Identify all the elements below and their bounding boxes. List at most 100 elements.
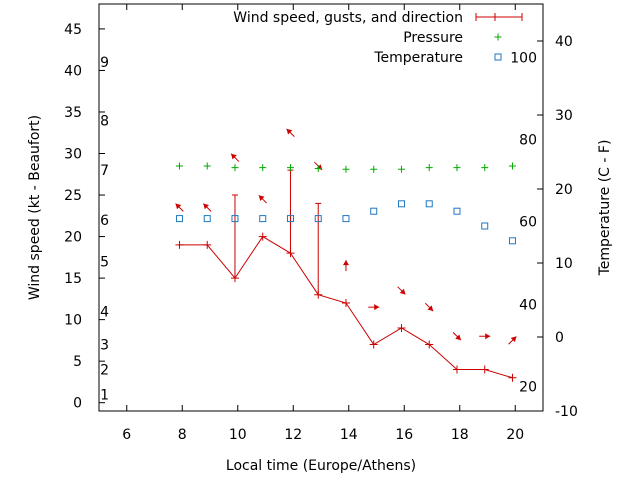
temperature-point	[425, 200, 433, 208]
wind-arrow-head	[399, 288, 406, 295]
wind-direction-arrow	[230, 153, 240, 162]
y-left-tick-label: 45	[64, 22, 82, 38]
wind-direction-arrow	[286, 128, 295, 137]
pressure-point	[314, 164, 322, 172]
legend: Wind speed, gusts, and direction Pressur…	[233, 10, 523, 66]
fahrenheit-label: 60	[519, 215, 537, 231]
beaufort-label: 8	[100, 113, 109, 129]
legend-key-temperature	[494, 53, 502, 61]
legend-key-pressure	[494, 33, 502, 41]
wind-speed-point	[203, 240, 212, 249]
wind-arrow-head	[485, 333, 491, 340]
wind-speed-point	[369, 340, 378, 349]
beaufort-label: 4	[100, 304, 109, 320]
wind-direction-arrow	[342, 260, 349, 272]
beaufort-label: 5	[100, 254, 109, 270]
wind-arrow-head	[427, 305, 434, 312]
beaufort-label: 6	[100, 213, 109, 229]
temperature-point	[397, 200, 405, 208]
y-left-tick-label: 5	[73, 354, 82, 370]
legend-label-wind: Wind speed, gusts, and direction	[233, 10, 463, 26]
x-tick-label: 10	[229, 427, 247, 443]
wind-speed-point	[175, 240, 184, 249]
legend-keys	[475, 13, 523, 61]
temperature-point	[175, 215, 183, 223]
temperature-point	[508, 237, 516, 245]
temperature-point	[259, 215, 267, 223]
y-left-tick-label: 20	[64, 230, 82, 246]
pressure-point	[453, 164, 461, 172]
fahrenheit-label: 40	[519, 297, 537, 313]
temperature-point	[314, 215, 322, 223]
temperature-point	[370, 207, 378, 215]
y-right-tick-label: 20	[555, 182, 573, 198]
pressure-point	[259, 164, 267, 172]
y-left-tick-label: 35	[64, 105, 82, 121]
beaufort-label: 7	[100, 163, 109, 179]
x-tick-label: 12	[284, 427, 302, 443]
y-axis-label-right: Temperature (C - F)	[597, 140, 613, 277]
x-axis-label: Local time (Europe/Athens)	[226, 458, 416, 474]
fahrenheit-label: 100	[510, 50, 537, 66]
wind-gust-bar	[315, 202, 322, 295]
wind-arrow-head	[175, 203, 182, 210]
y-right-tick-label: 40	[555, 34, 573, 50]
y-right-tick-label: 30	[555, 108, 573, 124]
y-axis-label-left: Wind speed (kt - Beaufort)	[27, 115, 43, 300]
pressure-point	[231, 164, 239, 172]
legend-label-temperature: Temperature	[373, 50, 463, 66]
wind-direction-arrow	[175, 203, 184, 212]
series-marks	[175, 128, 517, 382]
y-right-tick-label: 0	[555, 330, 564, 346]
wind-speed-point	[258, 232, 267, 241]
temperature-point	[481, 222, 489, 230]
pressure-point	[175, 162, 183, 170]
temperature-point	[203, 215, 211, 223]
temperature-point	[286, 215, 294, 223]
wind-direction-arrow	[202, 203, 212, 212]
y-left-tick-label: 25	[64, 188, 82, 204]
fahrenheit-label: 20	[519, 380, 537, 396]
temperature-point	[342, 215, 350, 223]
wind-arrow-head	[455, 334, 461, 341]
wind-gust-bar	[231, 194, 238, 279]
y-right-tick-label: 10	[555, 256, 573, 272]
y-left-tick-label: 15	[64, 271, 82, 287]
x-tick-label: 16	[395, 427, 413, 443]
wind-speed-point	[341, 299, 350, 308]
x-tick-label: 6	[122, 427, 131, 443]
x-tick-label: 20	[506, 427, 524, 443]
wind-speed-point	[508, 373, 517, 382]
wind-arrow-head	[258, 195, 265, 201]
beaufort-label: 3	[100, 338, 109, 354]
y-left-tick-label: 0	[73, 396, 82, 412]
wind-direction-arrow	[368, 304, 380, 311]
wind-direction-arrow	[258, 194, 267, 204]
y-left-tick-label: 30	[64, 147, 82, 163]
x-tick-label: 18	[451, 427, 469, 443]
pressure-point	[203, 162, 211, 170]
wind-arrow-head	[203, 203, 209, 210]
y-right-tick-label: -10	[555, 404, 578, 420]
wind-arrow-head	[374, 304, 380, 311]
beaufort-label: 2	[100, 362, 109, 378]
y-left-tick-label: 40	[64, 63, 82, 79]
wind-arrow-head	[510, 336, 517, 343]
wind-speed-point	[480, 365, 489, 374]
axis-ticks: 6 8 10 12 14 16 18 20051015202530354045-1001020…	[64, 4, 578, 443]
wind-arrow-head	[342, 260, 349, 266]
wind-speed-point	[397, 323, 406, 332]
plot-frame	[98, 3, 544, 412]
wind-direction-arrow	[452, 332, 462, 341]
wind-arrow-head	[286, 128, 293, 135]
wind-direction-arrow	[508, 336, 517, 345]
wind-speed-point	[452, 365, 461, 374]
wind-direction-arrow	[424, 302, 434, 312]
beaufort-label: 9	[100, 55, 109, 71]
pressure-point	[286, 164, 294, 172]
x-tick-label: 8	[178, 427, 187, 443]
wind-speed-line	[179, 235, 513, 379]
wind-gust-bar	[287, 169, 294, 254]
pressure-point	[370, 165, 378, 173]
